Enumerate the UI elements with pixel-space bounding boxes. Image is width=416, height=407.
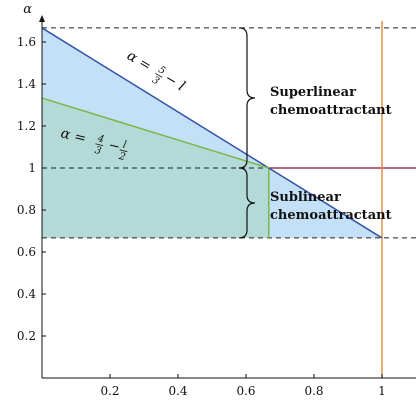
brace-sublinear xyxy=(238,167,256,239)
y-axis-label: α xyxy=(23,2,32,17)
reference-lines xyxy=(42,21,416,378)
label-frac-den: 3 xyxy=(93,145,102,157)
series-line-four-thirds xyxy=(41,97,270,169)
y-tick-label: 0.4 xyxy=(17,287,36,301)
fraction-bar xyxy=(95,143,104,147)
sublinear-region xyxy=(42,98,269,238)
y-axis-arrow xyxy=(39,15,45,22)
y-tick-label: 0.2 xyxy=(17,329,36,343)
fraction-bar xyxy=(119,149,128,153)
sublinear-label-line1: Sublinear xyxy=(270,190,341,205)
y-ticks: 0.2 0.4 0.6 0.8 1 1.2 1.4 1.6 xyxy=(17,35,46,343)
label-frac-num: l xyxy=(122,140,128,151)
series-lines xyxy=(41,27,383,239)
x-tick-label: 0.2 xyxy=(100,384,119,398)
label-minus-l: − l xyxy=(162,70,188,94)
label-frac-num: 4 xyxy=(95,133,105,145)
series-line-five-thirds xyxy=(41,27,383,239)
y-tick-label: 1.2 xyxy=(17,119,36,133)
x-ticks: 0.2 0.4 0.6 0.8 1 xyxy=(100,374,386,398)
fraction-bar xyxy=(155,72,163,78)
x-tick-label: 1 xyxy=(378,384,386,398)
label-frac-num: 5 xyxy=(156,64,167,77)
y-tick-label: 1.4 xyxy=(17,77,36,91)
y-tick-label: 0.8 xyxy=(17,203,36,217)
series-label-four-thirds: α = 4 3 − l 2 xyxy=(59,125,128,163)
axes: 0.2 0.4 0.6 0.8 1 0.2 0.4 0.6 0.8 1 1.2 1.4 1.6 l α xyxy=(17,2,416,398)
y-tick-label: 1 xyxy=(28,161,36,175)
x-tick-label: 0.6 xyxy=(236,384,255,398)
x-tick-label: 0.8 xyxy=(304,384,323,398)
y-tick-label: 0.6 xyxy=(17,245,36,259)
x-tick-label: 0.4 xyxy=(168,384,187,398)
superlinear-label-line2: chemoattractant xyxy=(270,103,392,118)
sublinear-label-line2: chemoattractant xyxy=(270,208,392,223)
braces xyxy=(238,27,256,239)
label-minus: − xyxy=(107,137,122,155)
label-alpha-equals: α = xyxy=(59,125,88,147)
region-annotations: Superlinear chemoattractant Sublinear ch… xyxy=(270,85,392,223)
label-frac-den: 3 xyxy=(150,75,161,88)
label-frac-den: 2 xyxy=(117,151,127,163)
label-alpha-equals: α = xyxy=(124,48,154,75)
brace-superlinear xyxy=(238,27,256,169)
y-tick-label: 1.6 xyxy=(17,35,36,49)
superlinear-label-line1: Superlinear xyxy=(270,85,356,100)
